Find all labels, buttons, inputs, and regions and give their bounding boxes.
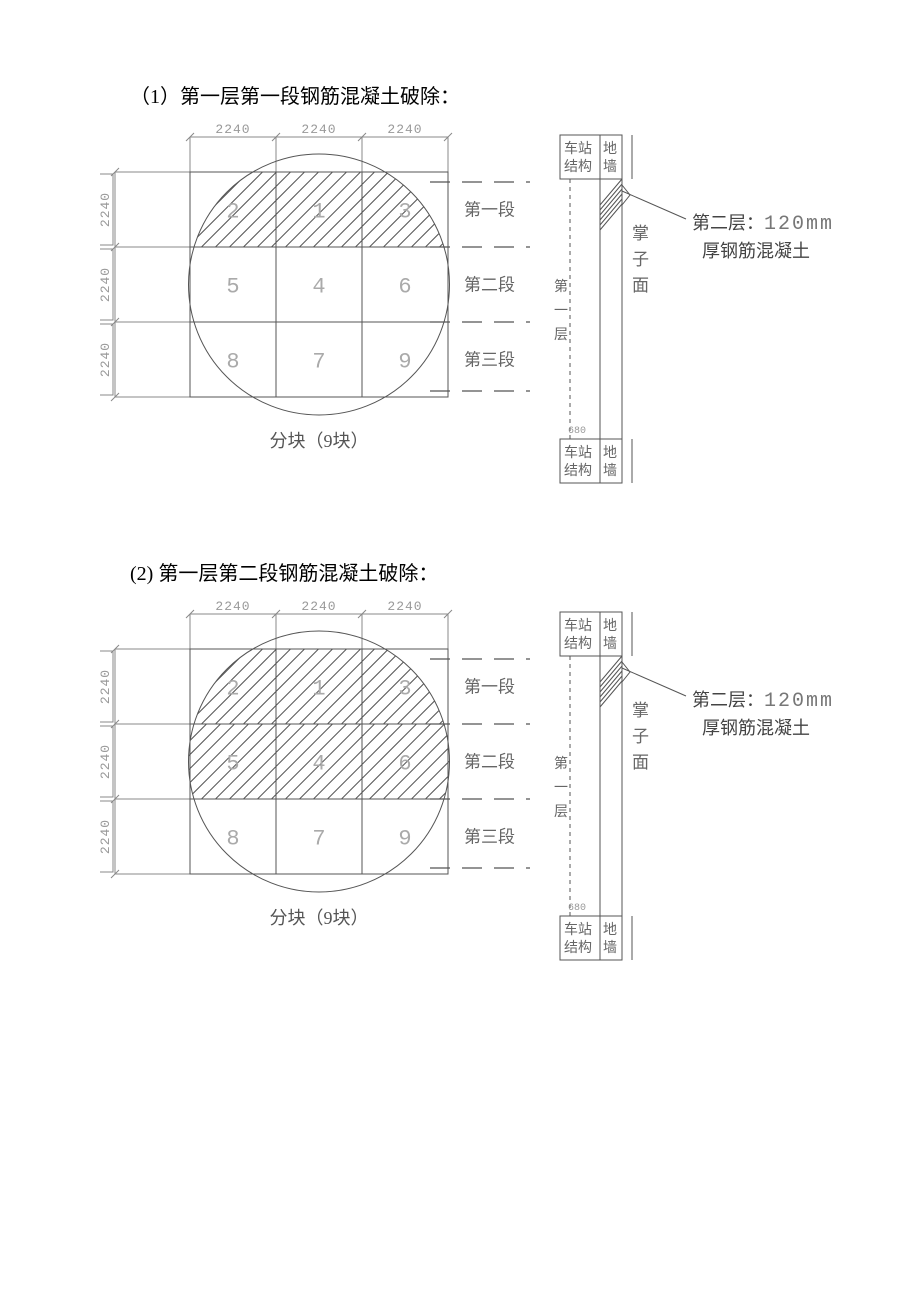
svg-text:2240: 2240: [387, 122, 422, 137]
svg-text:地: 地: [603, 922, 617, 938]
svg-text:地: 地: [603, 141, 617, 157]
svg-text:3: 3: [398, 200, 411, 225]
svg-text:厚钢筋混凝土: 厚钢筋混凝土: [702, 718, 810, 738]
svg-text:车站: 车站: [564, 617, 592, 634]
svg-text:7: 7: [312, 827, 325, 852]
svg-text:一: 一: [554, 781, 568, 796]
svg-text:第: 第: [554, 755, 568, 772]
svg-text:墙: 墙: [603, 159, 617, 175]
svg-text:墙: 墙: [603, 940, 617, 956]
svg-text:120mm: 120mm: [764, 213, 834, 236]
svg-text:第二段: 第二段: [464, 753, 515, 772]
svg-text:第二段: 第二段: [464, 276, 515, 295]
svg-text:第三段: 第三段: [464, 828, 515, 847]
svg-text:地: 地: [603, 618, 617, 634]
svg-text:4: 4: [312, 752, 325, 777]
svg-text:第二层：: 第二层：: [692, 690, 764, 710]
svg-text:6: 6: [398, 275, 411, 300]
figure-2: 224022402240224022402240213546879第一段第二段第…: [100, 594, 920, 994]
svg-text:2240: 2240: [387, 599, 422, 614]
svg-text:掌: 掌: [632, 701, 649, 720]
svg-text:2240: 2240: [100, 192, 113, 227]
svg-text:分块（9块）: 分块（9块）: [270, 431, 369, 451]
svg-text:8: 8: [226, 827, 239, 852]
svg-text:结构: 结构: [564, 463, 592, 479]
svg-text:1: 1: [312, 677, 325, 702]
svg-text:2240: 2240: [301, 122, 336, 137]
svg-text:5: 5: [226, 275, 239, 300]
svg-text:1: 1: [312, 200, 325, 225]
svg-text:结构: 结构: [564, 940, 592, 956]
section-title: (2) 第一层第二段钢筋混凝土破除：: [130, 557, 920, 586]
svg-text:结构: 结构: [564, 159, 592, 175]
svg-text:厚钢筋混凝土: 厚钢筋混凝土: [702, 241, 810, 261]
svg-text:8: 8: [226, 350, 239, 375]
svg-text:车站: 车站: [564, 921, 592, 938]
svg-text:子: 子: [632, 250, 649, 269]
svg-text:层: 层: [554, 328, 568, 343]
svg-text:子: 子: [632, 727, 649, 746]
svg-text:面: 面: [632, 276, 649, 295]
svg-text:第一段: 第一段: [464, 678, 515, 697]
svg-text:2240: 2240: [100, 342, 113, 377]
svg-text:一: 一: [554, 304, 568, 319]
svg-text:车站: 车站: [564, 444, 592, 461]
svg-text:墙: 墙: [603, 636, 617, 652]
svg-text:面: 面: [632, 753, 649, 772]
svg-text:墙: 墙: [603, 463, 617, 479]
svg-text:车站: 车站: [564, 140, 592, 157]
svg-text:5: 5: [226, 752, 239, 777]
svg-text:2240: 2240: [100, 669, 113, 704]
svg-text:2: 2: [226, 200, 239, 225]
svg-text:4: 4: [312, 275, 325, 300]
svg-text:9: 9: [398, 350, 411, 375]
svg-text:第一段: 第一段: [464, 201, 515, 220]
svg-text:2240: 2240: [100, 267, 113, 302]
svg-text:2240: 2240: [215, 599, 250, 614]
svg-text:结构: 结构: [564, 636, 592, 652]
svg-text:2240: 2240: [215, 122, 250, 137]
svg-text:7: 7: [312, 350, 325, 375]
svg-text:3: 3: [398, 677, 411, 702]
figure-1: 224022402240224022402240213546879第一段第二段第…: [100, 117, 920, 517]
svg-text:2: 2: [226, 677, 239, 702]
svg-text:2240: 2240: [100, 819, 113, 854]
svg-text:第: 第: [554, 278, 568, 295]
svg-text:120mm: 120mm: [764, 690, 834, 713]
svg-text:2240: 2240: [100, 744, 113, 779]
svg-text:2240: 2240: [301, 599, 336, 614]
svg-text:9: 9: [398, 827, 411, 852]
svg-text:6: 6: [398, 752, 411, 777]
svg-text:第三段: 第三段: [464, 351, 515, 370]
svg-text:分块（9块）: 分块（9块）: [270, 908, 369, 928]
svg-text:第二层：: 第二层：: [692, 213, 764, 233]
svg-text:掌: 掌: [632, 224, 649, 243]
svg-text:680: 680: [568, 426, 586, 437]
svg-text:680: 680: [568, 903, 586, 914]
section-title: （1）第一层第一段钢筋混凝土破除：: [130, 80, 920, 109]
svg-text:地: 地: [603, 445, 617, 461]
svg-text:层: 层: [554, 805, 568, 820]
